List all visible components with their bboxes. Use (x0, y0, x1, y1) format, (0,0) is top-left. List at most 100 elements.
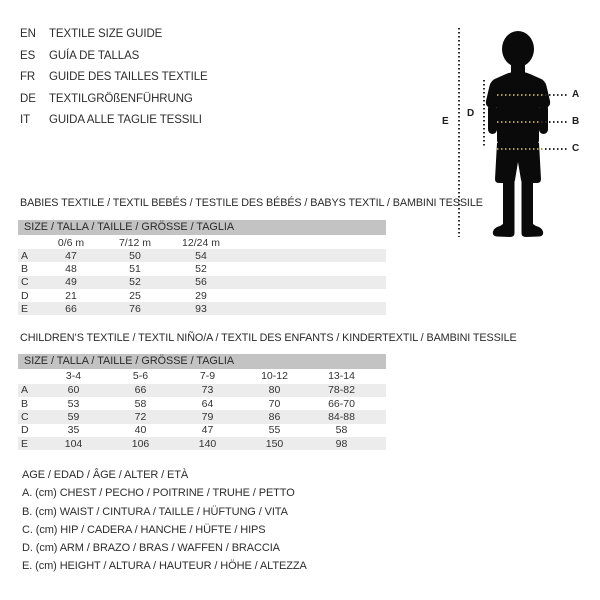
column-header: 5-6 (132, 370, 149, 382)
height-measure-line (458, 28, 460, 237)
table-cell: 40 (134, 424, 147, 437)
table-cell: 93 (195, 302, 207, 315)
table-cell: 66-70 (328, 397, 355, 410)
measure-label-d: D (467, 108, 475, 119)
legend-line-hip: C. (cm) HIP / CADERA / HANCHE / HÜFTE / … (22, 523, 266, 536)
hip-measure-line-on-body (497, 148, 545, 150)
language-label: TEXTILE SIZE GUIDE (49, 28, 163, 40)
table-header-row: 3-4 5-6 7-9 10-12 13-14 (18, 369, 386, 384)
table-cell: 47 (65, 249, 77, 262)
measure-label-b: B (572, 116, 580, 127)
table-cell: 140 (198, 437, 217, 450)
table-cell: 60 (67, 384, 80, 397)
language-code: FR (20, 71, 36, 83)
table-cell: 25 (129, 289, 141, 302)
column-header: 10-12 (261, 370, 288, 382)
table-cell: 50 (129, 249, 141, 262)
legend-line-waist: B. (cm) WAIST / CINTURA / TAILLE / HÜFTU… (22, 505, 288, 518)
table-cell: 64 (201, 397, 214, 410)
column-header: 0/6 m (57, 236, 85, 249)
chest-measure-line-on-body (497, 94, 545, 96)
column-header: 7/12 m (118, 236, 152, 249)
table-row: E 66 76 93 (18, 302, 386, 316)
table-cell: 47 (201, 424, 214, 437)
table-row: A 60 66 73 80 78-82 (18, 383, 386, 397)
table-cell: 29 (195, 289, 207, 302)
column-header: 7-9 (199, 370, 216, 382)
table-cell: 52 (129, 276, 141, 289)
table-cell: 73 (201, 384, 214, 397)
table-row: D 35 40 47 55 58 (18, 424, 386, 437)
babies-size-table: 0/6 m 7/12 m 12/24 m A 47 50 54 B 48 51 … (18, 236, 386, 316)
language-row-de: DE TEXTILGRÖßENFÜHRUNG (20, 89, 208, 111)
legend-line-age: AGE / EDAD / ÂGE / ALTER / ETÀ (22, 469, 189, 481)
language-code: DE (20, 92, 36, 105)
babies-section-title: BABIES TEXTILE / TEXTIL BEBÉS / TESTILE … (20, 197, 483, 209)
children-size-table: 3-4 5-6 7-9 10-12 13-14 A 60 66 73 80 78… (18, 369, 386, 451)
table-row: C 59 72 79 86 84-88 (18, 410, 386, 424)
table-row: E 104 106 140 150 98 (18, 437, 386, 451)
language-row-fr: FR GUIDE DES TAILLES TEXTILE (20, 67, 208, 89)
row-label: A (21, 384, 29, 397)
table-cell: 84-88 (328, 410, 355, 423)
row-label: E (21, 302, 29, 315)
language-list: EN TEXTILE SIZE GUIDE ES GUÍA DE TALLAS … (20, 24, 208, 132)
table-header-row: 0/6 m 7/12 m 12/24 m (18, 236, 386, 249)
table-cell: 79 (201, 410, 214, 423)
children-size-header-bar: SIZE / TALLA / TAILLE / GRÖSSE / TAGLIA (18, 354, 386, 369)
language-code: IT (20, 114, 31, 126)
measurement-legend: AGE / EDAD / ÂGE / ALTER / ETÀ A. (cm) C… (22, 466, 307, 576)
language-label: GUÍA DE TALLAS (49, 49, 140, 62)
table-cell: 66 (65, 302, 77, 315)
legend-line-arm: D. (cm) ARM / BRAZO / BRAS / WAFFEN / BR… (22, 542, 280, 555)
language-label: GUIDA ALLE TAGLIE TESSILI (49, 114, 202, 126)
row-label: E (21, 437, 29, 450)
row-label: C (21, 410, 29, 423)
table-cell: 78-82 (328, 384, 355, 397)
table-cell: 52 (195, 262, 207, 275)
table-cell: 80 (268, 384, 281, 397)
table-row: B 53 58 64 70 66-70 (18, 397, 386, 410)
row-label: C (21, 276, 29, 289)
language-row-it: IT GUIDA ALLE TAGLIE TESSILI (20, 110, 208, 132)
table-cell: 58 (335, 424, 348, 437)
language-code: EN (20, 28, 36, 40)
table-cell: 72 (134, 410, 147, 423)
table-cell: 48 (65, 262, 77, 275)
table-cell: 51 (129, 262, 141, 275)
table-row: A 47 50 54 (18, 249, 386, 263)
row-label: A (21, 249, 29, 262)
table-row: D 21 25 29 (18, 289, 386, 302)
table-cell: 35 (67, 424, 80, 437)
measure-label-c: C (572, 143, 580, 154)
table-cell: 150 (265, 437, 284, 450)
arm-measure-line (483, 80, 485, 147)
language-label: GUIDE DES TAILLES TEXTILE (49, 71, 208, 83)
table-cell: 49 (65, 276, 77, 289)
column-header: 3-4 (65, 370, 82, 382)
table-cell: 66 (134, 384, 147, 397)
table-cell: 53 (67, 397, 80, 410)
table-cell: 56 (195, 276, 207, 289)
table-cell: 59 (67, 410, 80, 423)
row-label: B (21, 397, 29, 410)
measure-label-e: E (442, 116, 449, 127)
babies-size-header-bar: SIZE / TALLA / TAILLE / GRÖSSE / TAGLIA (18, 220, 386, 235)
table-cell: 86 (268, 410, 281, 423)
row-label: B (21, 262, 29, 275)
table-cell: 104 (64, 437, 83, 450)
measure-label-a: A (572, 89, 580, 100)
table-cell: 106 (131, 437, 150, 450)
language-row-es: ES GUÍA DE TALLAS (20, 46, 208, 68)
row-label: D (21, 289, 29, 302)
column-header: 12/24 m (182, 236, 220, 249)
language-row-en: EN TEXTILE SIZE GUIDE (20, 24, 208, 46)
table-cell: 70 (268, 397, 281, 410)
table-cell: 21 (65, 289, 77, 302)
children-section-title: CHILDREN’S TEXTILE / TEXTIL NIÑO/A / TEX… (20, 332, 517, 344)
table-row: B 48 51 52 (18, 262, 386, 275)
waist-measure-line-on-body (497, 121, 539, 123)
table-cell: 76 (129, 302, 141, 315)
table-cell: 58 (134, 397, 147, 410)
